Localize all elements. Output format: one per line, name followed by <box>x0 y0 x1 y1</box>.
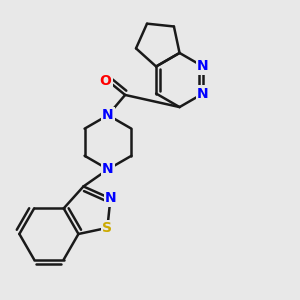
Text: N: N <box>197 59 209 74</box>
Text: N: N <box>102 108 114 122</box>
Text: N: N <box>102 162 114 176</box>
Text: N: N <box>197 86 209 100</box>
Text: S: S <box>102 221 112 235</box>
Text: N: N <box>105 191 116 206</box>
Text: O: O <box>100 74 112 88</box>
